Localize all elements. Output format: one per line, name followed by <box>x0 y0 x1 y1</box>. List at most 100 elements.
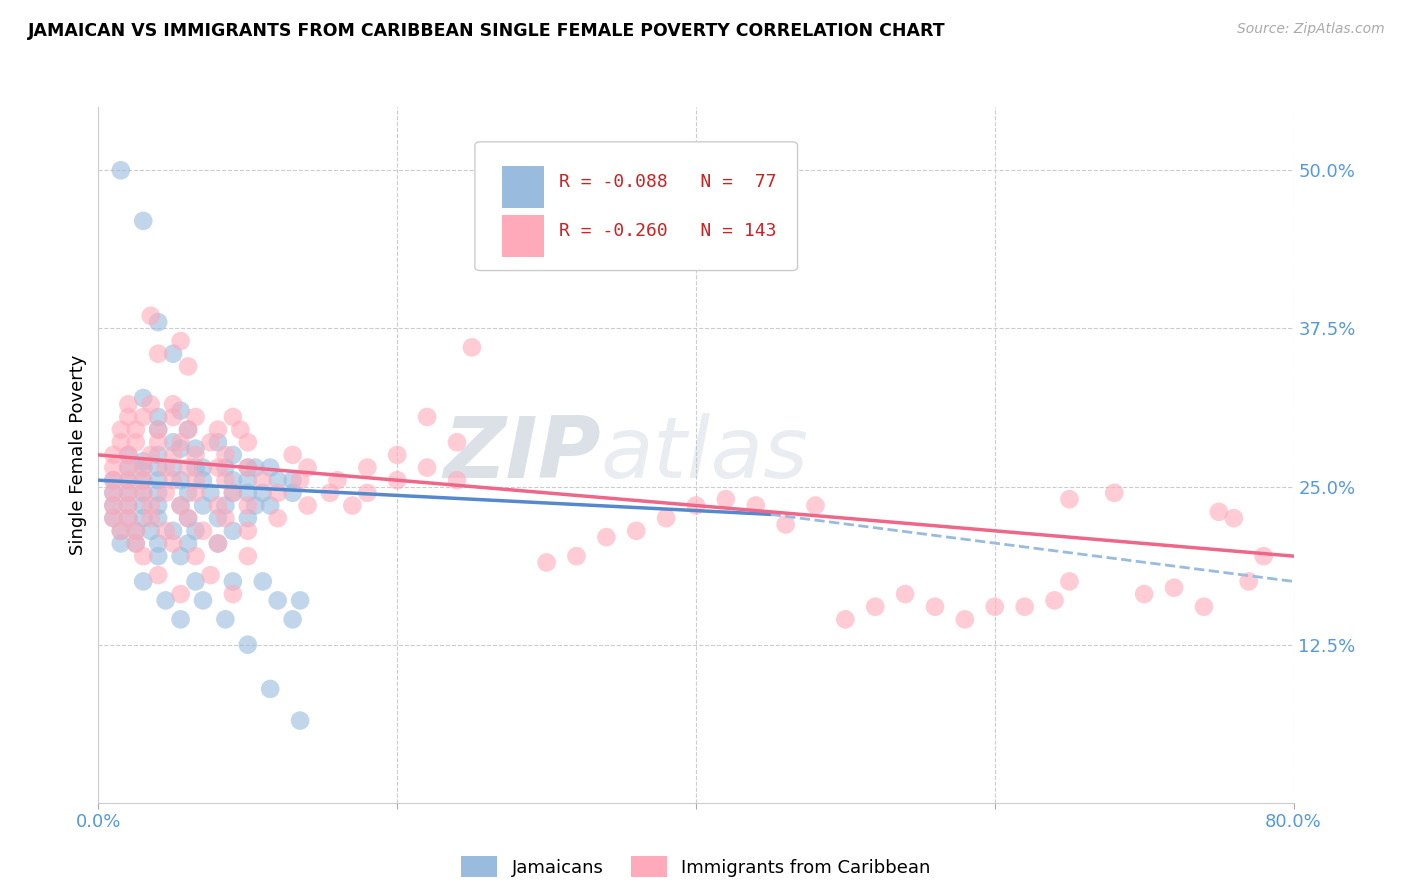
Point <box>103 511 125 525</box>
Point <box>326 473 349 487</box>
Point <box>267 486 290 500</box>
Point <box>169 549 191 563</box>
Point <box>125 524 148 538</box>
Point <box>169 442 191 456</box>
Point <box>125 435 148 450</box>
Point <box>132 574 155 589</box>
Point <box>103 486 125 500</box>
Point <box>1059 574 1081 589</box>
Point <box>236 638 259 652</box>
Point <box>148 536 170 550</box>
Point <box>117 511 139 525</box>
Point <box>148 315 170 329</box>
Point <box>222 486 245 500</box>
Point <box>416 409 439 424</box>
Point <box>222 587 245 601</box>
Point <box>214 473 236 487</box>
Point <box>125 536 148 550</box>
Point <box>207 435 229 450</box>
Point <box>132 454 155 468</box>
Point <box>983 599 1005 614</box>
Point <box>169 473 191 487</box>
Point <box>207 511 229 525</box>
Point <box>125 536 148 550</box>
Point <box>236 473 259 487</box>
Point <box>281 486 304 500</box>
Point <box>148 473 170 487</box>
Point <box>103 499 125 513</box>
Point <box>110 435 132 450</box>
Point <box>342 499 364 513</box>
Bar <box>502 215 544 257</box>
Point <box>1163 581 1185 595</box>
Point <box>177 511 200 525</box>
Point <box>132 391 155 405</box>
Point <box>177 423 200 437</box>
Point <box>132 511 155 525</box>
Point <box>267 473 290 487</box>
Point <box>117 473 139 487</box>
Point <box>177 486 200 500</box>
Point <box>252 574 274 589</box>
Point <box>191 593 214 607</box>
Point <box>117 499 139 513</box>
Point <box>207 460 229 475</box>
Point <box>565 549 588 563</box>
Point <box>236 524 259 538</box>
Point <box>132 486 155 500</box>
Point <box>132 486 155 500</box>
Point <box>1192 599 1215 614</box>
Point <box>169 435 191 450</box>
Point <box>1104 486 1126 500</box>
Point <box>132 460 155 475</box>
Point <box>103 473 125 487</box>
Point <box>1043 593 1066 607</box>
Point <box>148 568 170 582</box>
Point <box>236 460 259 475</box>
Text: Source: ZipAtlas.com: Source: ZipAtlas.com <box>1237 22 1385 37</box>
Point <box>236 460 259 475</box>
Point <box>953 612 976 626</box>
Point <box>139 511 162 525</box>
Point <box>169 334 191 348</box>
Point <box>714 492 737 507</box>
Point <box>110 524 132 538</box>
Point <box>595 530 617 544</box>
Point <box>281 448 304 462</box>
Point <box>446 435 468 450</box>
Point <box>281 473 304 487</box>
Point <box>110 536 132 550</box>
Point <box>1133 587 1156 601</box>
Point <box>103 486 125 500</box>
Point <box>416 460 439 475</box>
Point <box>236 511 259 525</box>
Point <box>148 448 170 462</box>
Point <box>297 499 319 513</box>
Point <box>184 460 207 475</box>
Point <box>148 423 170 437</box>
Point <box>191 460 214 475</box>
Point <box>184 486 207 500</box>
Point <box>259 499 281 513</box>
Point <box>252 486 274 500</box>
Point <box>267 593 290 607</box>
Point <box>117 448 139 462</box>
Point <box>461 340 484 354</box>
Point <box>132 460 155 475</box>
Point <box>162 347 184 361</box>
Point <box>214 448 236 462</box>
Point <box>132 473 155 487</box>
Point <box>259 681 281 696</box>
Point <box>184 549 207 563</box>
Point <box>117 397 139 411</box>
Point <box>132 214 155 228</box>
Point <box>162 460 184 475</box>
Point <box>103 473 125 487</box>
Legend: Jamaicans, Immigrants from Caribbean: Jamaicans, Immigrants from Caribbean <box>454 849 938 884</box>
Point <box>1014 599 1036 614</box>
Point <box>155 593 177 607</box>
Point <box>655 511 678 525</box>
Point <box>117 499 139 513</box>
Point <box>281 612 304 626</box>
Point <box>132 473 155 487</box>
